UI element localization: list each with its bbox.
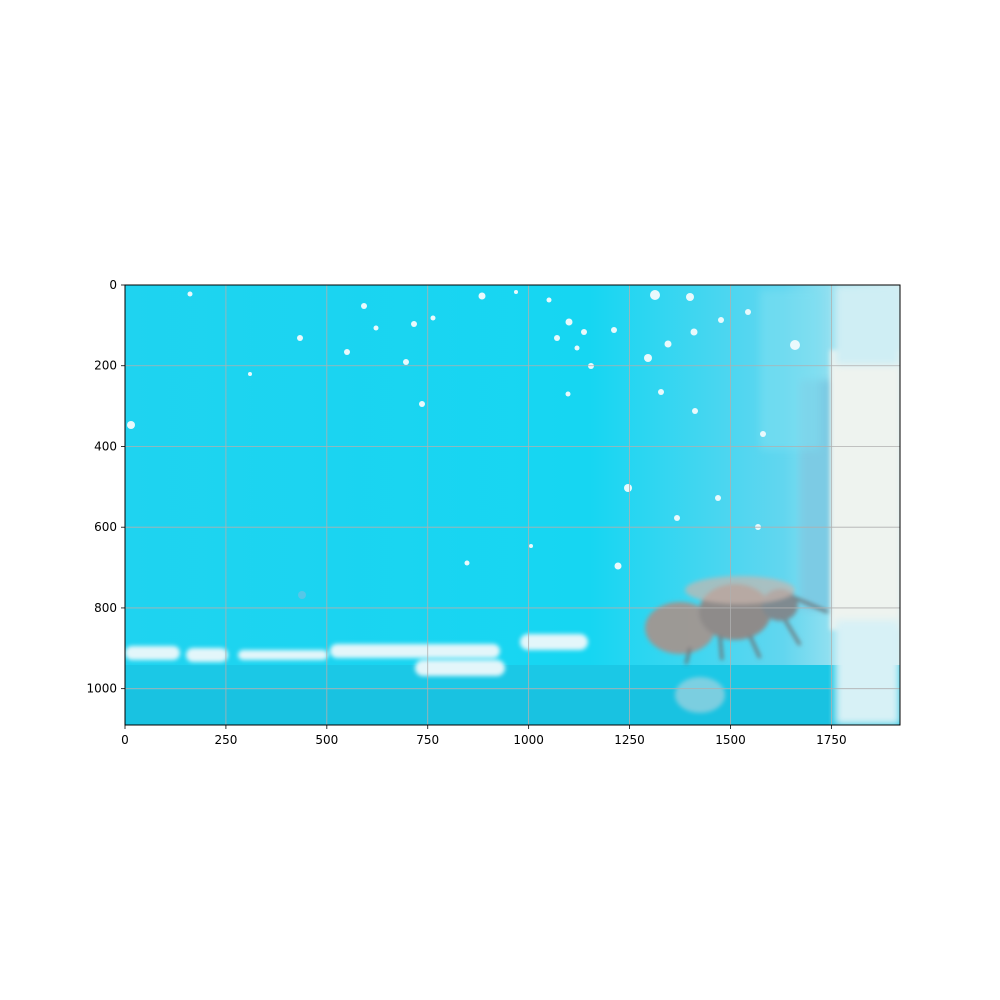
y-tick-label: 200 xyxy=(94,359,117,373)
plot-image xyxy=(125,285,900,725)
x-tick-label: 1000 xyxy=(513,733,544,747)
x-tick-label: 1750 xyxy=(816,733,847,747)
image-bee xyxy=(645,576,829,713)
y-tick-label: 0 xyxy=(109,278,117,292)
y-tick-label: 800 xyxy=(94,601,117,615)
bee-wing xyxy=(685,576,795,604)
y-tick-label: 600 xyxy=(94,520,117,534)
x-tick-label: 250 xyxy=(214,733,237,747)
x-tick-label: 750 xyxy=(416,733,439,747)
image-specks xyxy=(127,290,800,599)
x-tick-label: 0 xyxy=(121,733,129,747)
image-edge-highlights xyxy=(125,634,588,676)
plot-frame xyxy=(124,284,901,726)
x-tick-label: 500 xyxy=(315,733,338,747)
x-tick-label: 1250 xyxy=(614,733,645,747)
x-axis-ticks: 0 250 500 750 1000 1250 1500 1750 xyxy=(121,725,847,747)
x-tick-label: 1500 xyxy=(715,733,746,747)
y-tick-label: 400 xyxy=(94,439,117,453)
y-tick-label: 1000 xyxy=(86,682,117,696)
bee-abdomen xyxy=(645,602,715,654)
image-right-block xyxy=(760,285,900,725)
y-axis-ticks: 0 200 400 600 800 1000 xyxy=(86,278,125,696)
